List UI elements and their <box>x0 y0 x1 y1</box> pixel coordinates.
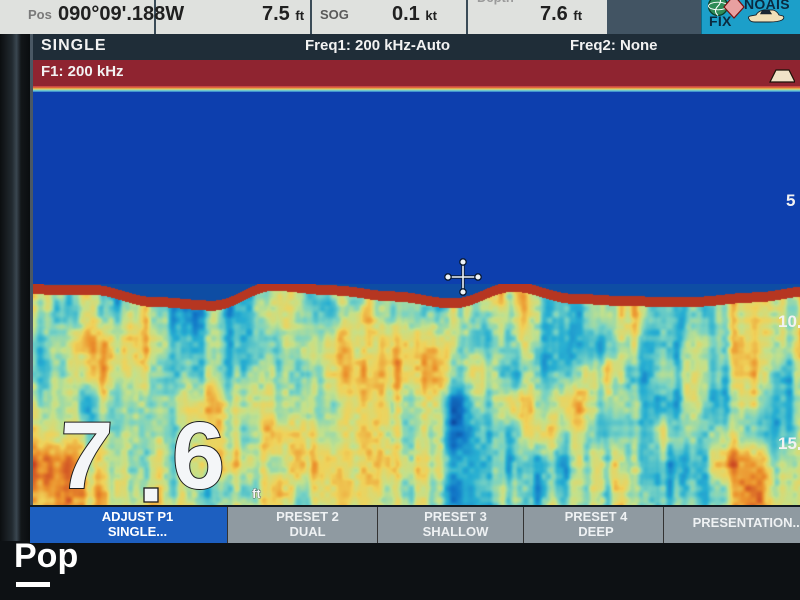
svg-text:6: 6 <box>172 408 225 509</box>
svg-text:7: 7 <box>55 408 115 509</box>
svg-text:ft: ft <box>252 486 261 501</box>
